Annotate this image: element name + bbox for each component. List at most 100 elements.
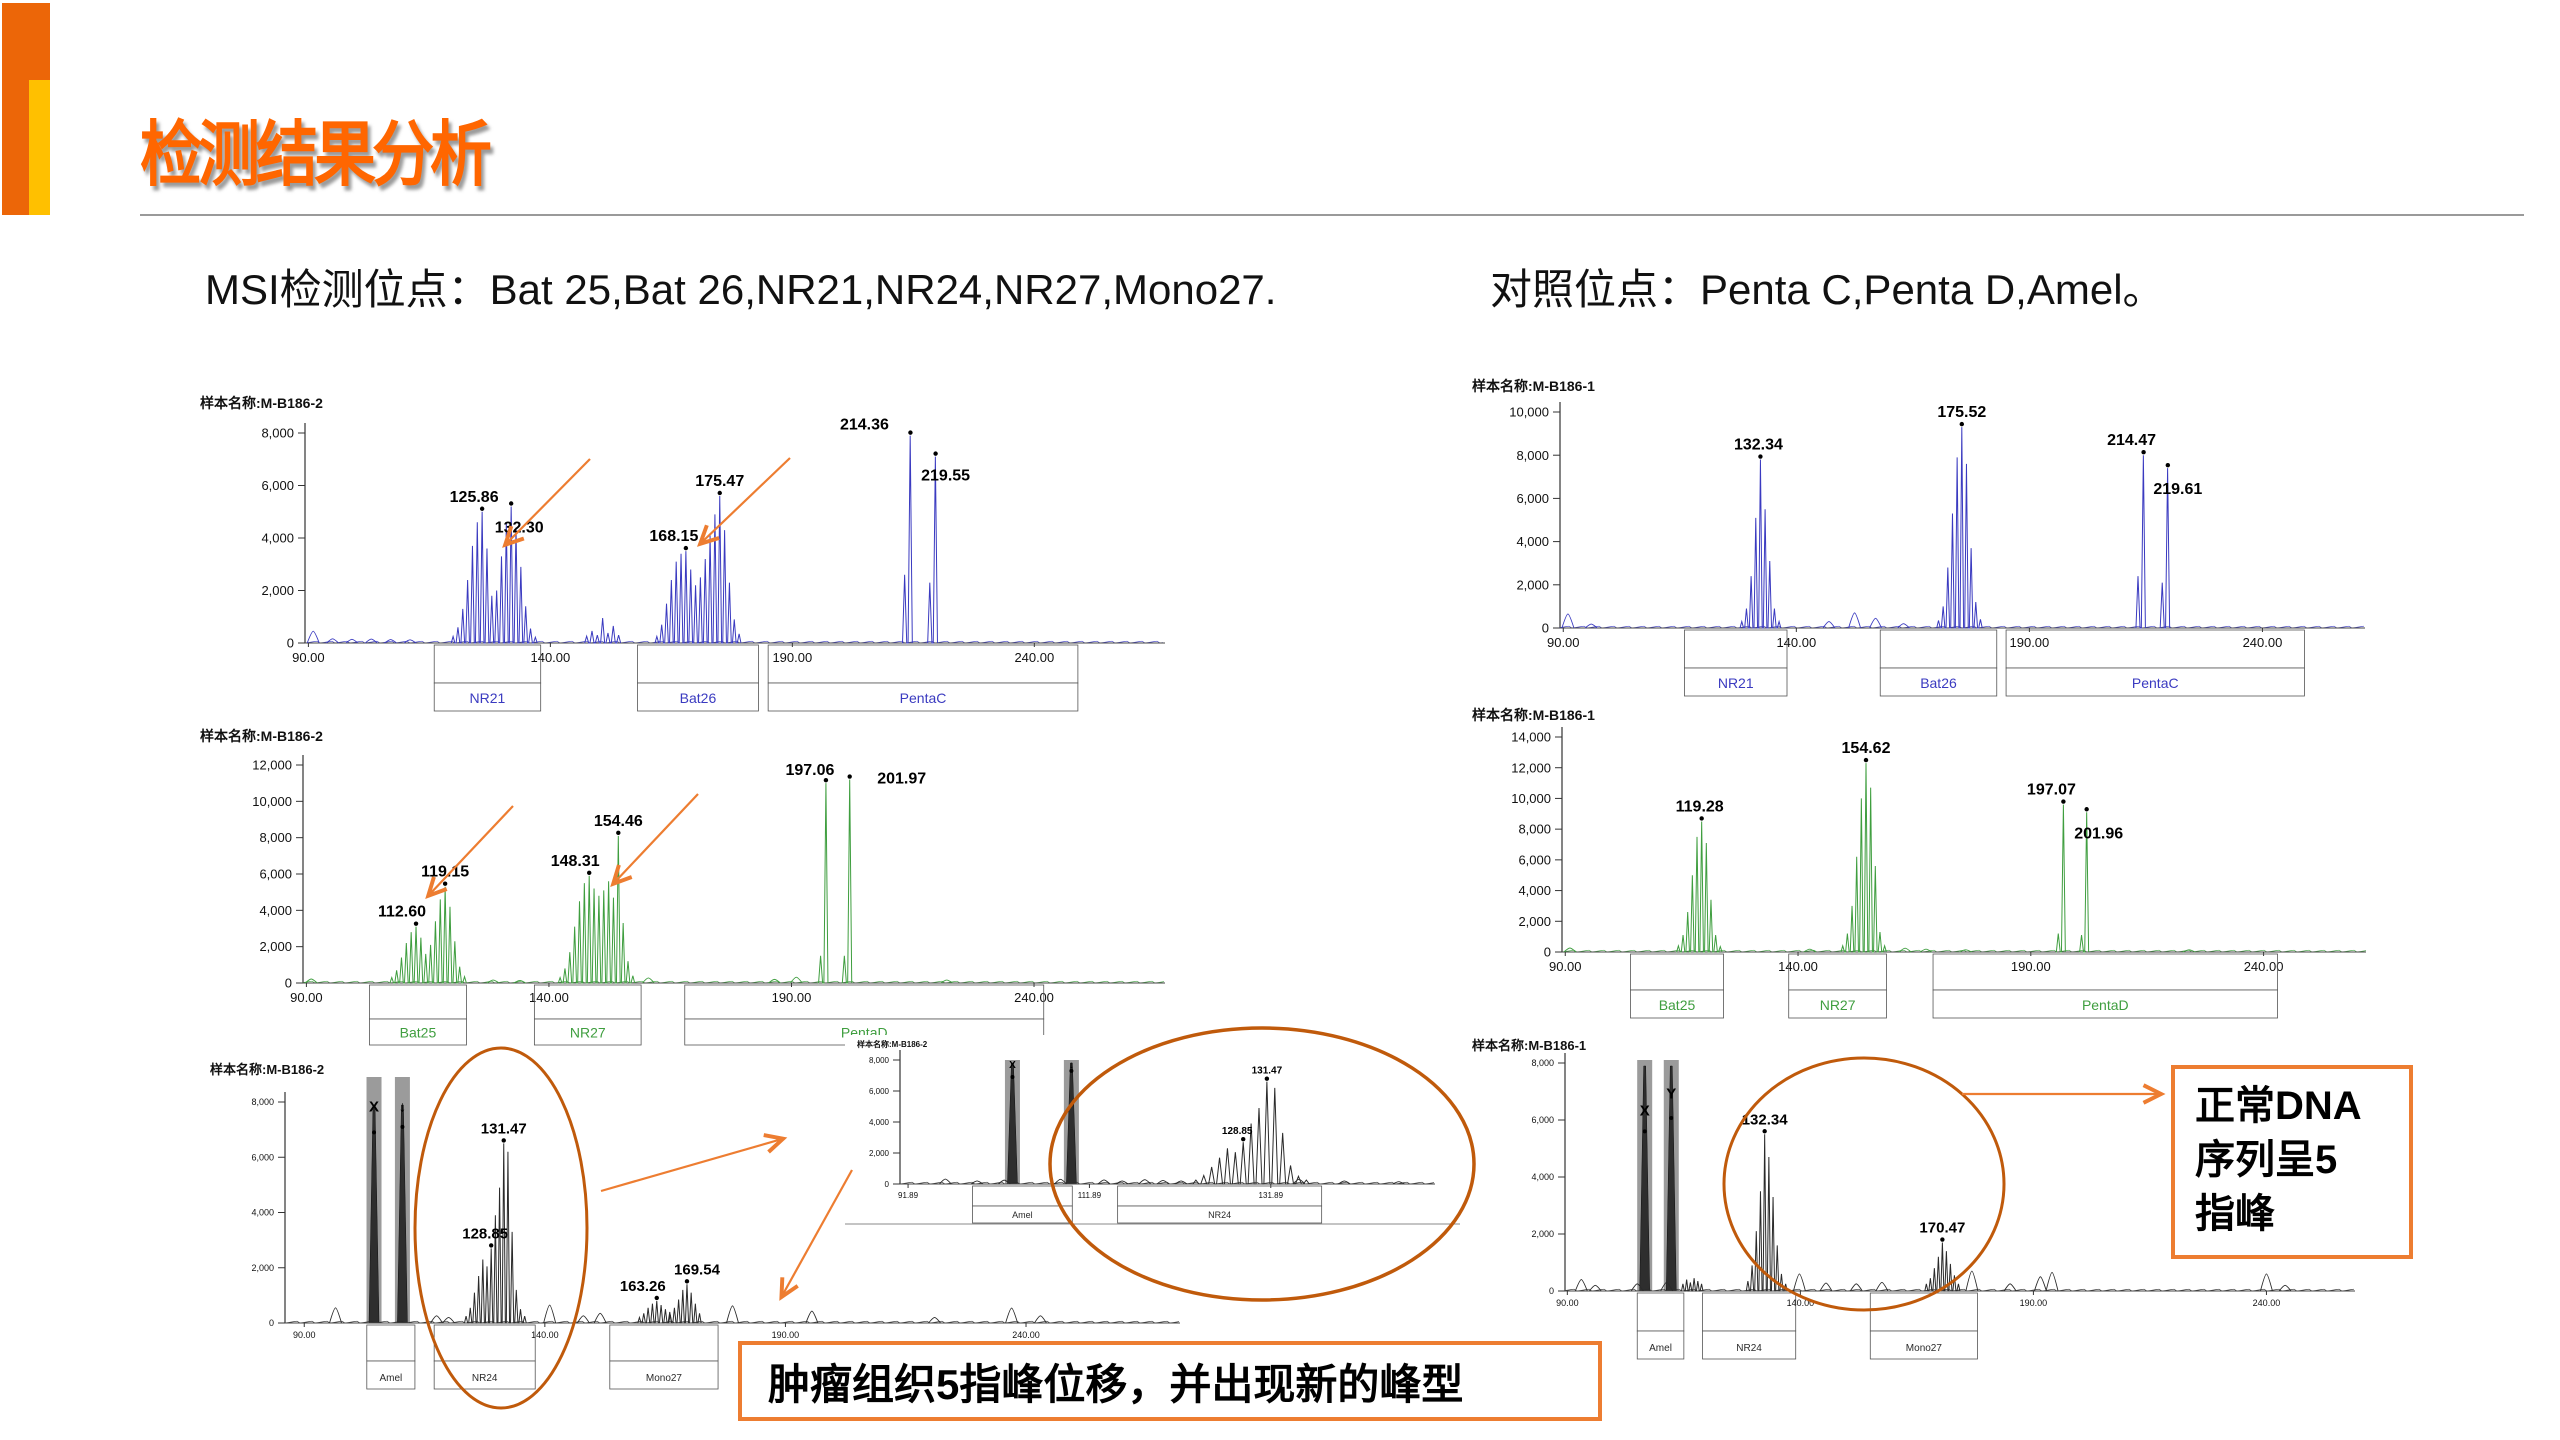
trace-cluster <box>818 783 829 984</box>
minor-peak <box>486 979 500 984</box>
peak-dot <box>1669 1116 1674 1121</box>
minor-peak <box>1005 1307 1019 1324</box>
y-tick-label: 4,000 <box>869 1118 890 1127</box>
marker-label-box <box>1788 989 1887 1019</box>
minor-peak <box>2033 1276 2047 1292</box>
y-tick-label: 12,000 <box>1511 760 1551 775</box>
x-tick-label: 90.00 <box>292 650 325 665</box>
y-tick-label: 8,000 <box>259 830 292 845</box>
x-tick-label: 90.00 <box>1556 1298 1579 1308</box>
peak-size-label: 214.36 <box>840 417 889 434</box>
x-tick-label: 240.00 <box>2244 959 2284 974</box>
allele-label: Y <box>1666 1086 1676 1103</box>
y-tick-label: 8,000 <box>1531 1058 1554 1068</box>
peak-size-label: 148.31 <box>551 853 600 870</box>
clipped-peak <box>1639 1065 1650 1292</box>
y-tick-label: 2,000 <box>261 583 294 598</box>
y-tick-label: 6,000 <box>1516 491 1549 506</box>
marker-name: NR24 <box>472 1373 498 1384</box>
minor-peak <box>1897 623 1910 629</box>
minor-peak <box>768 978 781 984</box>
marker-label-box <box>1684 667 1788 697</box>
peak-dot <box>1762 1129 1767 1134</box>
minor-peak <box>1034 1315 1047 1324</box>
y-tick-label: 4,000 <box>1518 883 1551 898</box>
y-tick-label: 6,000 <box>1531 1115 1554 1125</box>
peak-dot <box>479 506 485 511</box>
marker-bracket <box>366 1324 416 1362</box>
minor-peak <box>1584 623 1598 629</box>
minor-peak <box>1959 949 1972 953</box>
peak-dot <box>1241 1136 1246 1142</box>
peak-size-label: 132.30 <box>495 520 544 537</box>
trace-cluster <box>637 1300 672 1324</box>
peak-dot <box>1758 454 1763 459</box>
trace-cluster <box>654 495 742 644</box>
marker-name: NR27 <box>570 1025 606 1041</box>
peak-size-label: 197.07 <box>2027 782 2076 799</box>
trace-cluster <box>389 886 467 984</box>
marker-bracket <box>1702 1292 1797 1332</box>
clipped-peak <box>1666 1065 1677 1292</box>
peak-dot <box>1863 757 1869 763</box>
marker-bracket <box>1117 1185 1323 1207</box>
y-tick-label: 0 <box>285 976 292 991</box>
peak-dot <box>1959 421 1965 427</box>
minor-peak <box>1660 1281 1674 1292</box>
sample-name-label: 样本名称:M-B186-1 <box>1472 707 1595 723</box>
panel-normal-nr21-bat26-pentac: 样本名称:M-B186-1 0 2,000 4,000 6,000 8,000 10,000… <box>1462 376 2472 706</box>
marker-label-box <box>767 682 1079 712</box>
minor-peak <box>928 1317 941 1324</box>
marker-bracket <box>609 1324 719 1362</box>
minor-peak <box>1793 1273 1806 1292</box>
y-tick-label: 0 <box>269 1318 274 1328</box>
y-tick-label: 10,000 <box>1509 405 1549 420</box>
panel-tumor-amel-nr24-inset: 样本名称:M-B186-2 0 2,000 4,000 6,000 8,000 X ↓ 91.8… <box>845 1035 1460 1250</box>
minor-peak <box>939 1178 952 1185</box>
y-tick-label: 10,000 <box>1511 791 1551 806</box>
y-tick-label: 8,000 <box>1516 448 1549 463</box>
peak-size-label: 125.86 <box>450 489 499 506</box>
y-tick-label: 2,000 <box>251 1263 274 1273</box>
marker-name: PentaC <box>2132 675 2179 691</box>
y-tick-label: 4,000 <box>1516 534 1549 549</box>
y-tick-label: 4,000 <box>259 903 292 918</box>
marker-label-box <box>533 1018 642 1046</box>
title-divider <box>140 214 2524 216</box>
allele-label: ↓ <box>1069 1060 1074 1071</box>
minor-peak <box>789 976 803 984</box>
marker-bracket <box>1932 953 2278 991</box>
trace-cluster <box>927 456 938 644</box>
peak-size-label: 154.46 <box>594 813 643 830</box>
y-tick-label: 14,000 <box>1511 730 1551 745</box>
peak-dot <box>1642 1129 1647 1134</box>
marker-name: Amel <box>1012 1210 1033 1220</box>
minor-peak <box>365 638 378 644</box>
marker-name: Bat25 <box>400 1025 437 1041</box>
minor-peak <box>1803 948 1816 953</box>
y-tick-label: 8,000 <box>251 1097 274 1107</box>
peak-size-label: 154.62 <box>1842 740 1891 757</box>
electropherogram-tumor-bat25-nr27-pentad: 样本名称:M-B186-2 0 2,000 4,000 6,000 8,000 10,000… <box>200 728 1165 1046</box>
trace-cluster <box>1739 459 1782 629</box>
allele-label: X <box>1009 1060 1016 1071</box>
peak-size-label: 201.97 <box>877 771 926 788</box>
peak-dot <box>2061 799 2066 804</box>
electropherogram-normal-bat25-nr27-pentad: 样本名称:M-B186-1 0 2,000 4,000 6,000 8,000 10,000… <box>1472 707 2367 1019</box>
peak-size-label: 175.52 <box>1937 404 1986 421</box>
minor-peak <box>513 980 527 984</box>
x-tick-label: 240.00 <box>1014 990 1054 1005</box>
peak-dot <box>508 501 514 506</box>
peak-size-label: 169.54 <box>674 1261 721 1278</box>
marker-label-box <box>1879 667 1998 697</box>
x-tick-label: 140.00 <box>1787 1298 1815 1308</box>
y-tick-label: 4,000 <box>251 1208 274 1218</box>
peak-dot <box>1940 1237 1945 1242</box>
x-tick-label: 131.89 <box>1259 1191 1284 1200</box>
marker-label-box <box>369 1018 467 1046</box>
trace-cluster <box>1924 1242 1961 1292</box>
minor-peak <box>1630 1283 1644 1292</box>
marker-name: Mono27 <box>1906 1343 1943 1354</box>
y-tick-label: 0 <box>1549 1286 1554 1296</box>
peak-dot <box>372 1130 377 1135</box>
